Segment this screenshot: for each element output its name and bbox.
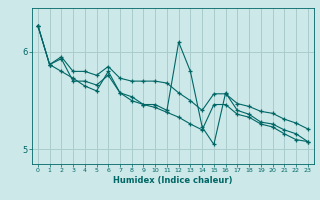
X-axis label: Humidex (Indice chaleur): Humidex (Indice chaleur) (113, 176, 233, 185)
